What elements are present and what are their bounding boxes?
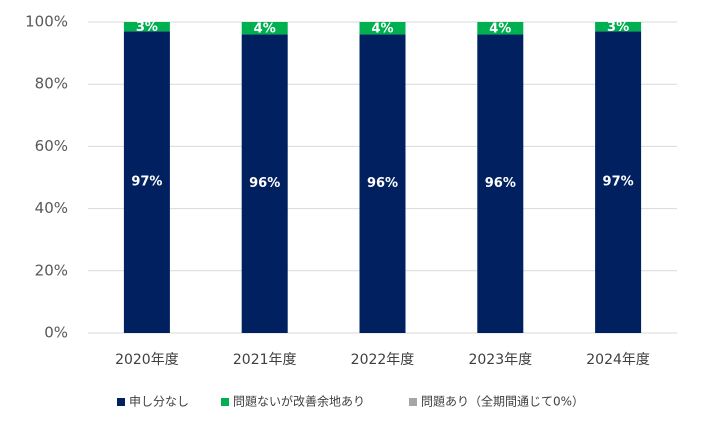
bar-segment xyxy=(359,22,406,35)
bar-segment xyxy=(241,22,288,35)
legend-marker xyxy=(409,398,417,406)
value-label: 4% xyxy=(371,22,393,37)
value-label: 97% xyxy=(603,175,634,190)
x-tick-label: 2020年度 xyxy=(115,352,179,368)
x-tick-label: 2022年度 xyxy=(351,352,415,368)
y-tick-label: 20% xyxy=(35,261,68,279)
legend-label: 申し分なし xyxy=(129,395,189,409)
x-tick-label: 2023年度 xyxy=(468,352,532,368)
x-tick-label: 2024年度 xyxy=(586,352,650,368)
value-label: 97% xyxy=(131,175,162,190)
legend-marker xyxy=(221,398,229,406)
y-tick-label: 0% xyxy=(44,324,68,342)
legend-label: 問題あり（全期間通じて0%） xyxy=(421,394,584,409)
bar-segment xyxy=(359,34,406,333)
y-tick-label: 60% xyxy=(35,137,68,155)
value-label: 96% xyxy=(485,176,516,191)
bar-segment xyxy=(477,22,524,35)
legend-marker xyxy=(117,398,125,406)
value-label: 3% xyxy=(607,20,629,35)
y-tick-label: 100% xyxy=(25,13,68,31)
bar-segment xyxy=(241,34,288,333)
value-label: 3% xyxy=(136,20,158,35)
bar-segment xyxy=(595,31,642,334)
y-tick-label: 80% xyxy=(35,75,68,93)
bar-segment xyxy=(123,22,170,32)
x-tick-label: 2021年度 xyxy=(233,352,297,368)
y-tick-label: 40% xyxy=(35,199,68,217)
value-label: 4% xyxy=(489,22,511,37)
bar-segment xyxy=(477,34,524,333)
value-label: 4% xyxy=(254,22,276,37)
value-label: 96% xyxy=(249,176,280,191)
legend-label: 問題ないが改善余地あり xyxy=(233,394,365,409)
bar-segment xyxy=(595,22,642,32)
value-label: 96% xyxy=(367,176,398,191)
bar-segment xyxy=(123,31,170,334)
